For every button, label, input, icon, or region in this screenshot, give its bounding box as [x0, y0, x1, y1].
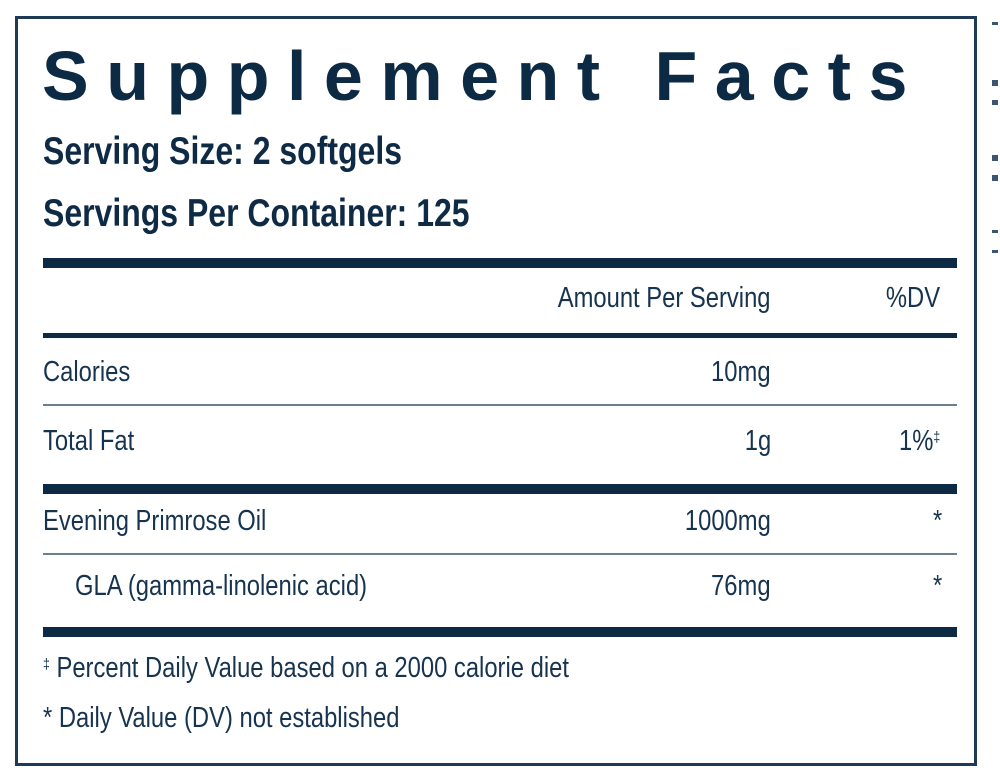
row-name-gla: GLA (gamma-linolenic acid) [75, 570, 368, 602]
footnote-daily-value: ‡ Percent Daily Value based on a 2000 ca… [43, 652, 569, 684]
servings-per-container: Servings Per Container: 125 [43, 192, 470, 235]
thin-divider [43, 404, 957, 406]
row-dv-evening-primrose-oil: * [932, 505, 942, 537]
thick-divider [43, 258, 957, 268]
panel-title: Supplement Facts [42, 37, 925, 115]
row-amount-evening-primrose-oil: 1000mg [685, 505, 771, 537]
edge-mark [992, 230, 998, 233]
header-dv: %DV [885, 282, 940, 314]
row-name-total-fat: Total Fat [43, 425, 135, 457]
row-dv-total-fat: 1%‡ [898, 425, 940, 457]
edge-mark [992, 175, 998, 181]
row-name-calories: Calories [43, 356, 131, 388]
row-amount-calories: 10mg [711, 356, 771, 388]
row-amount-total-fat: 1g [744, 425, 771, 457]
edge-mark [992, 155, 998, 161]
serving-size: Serving Size: 2 softgels [43, 130, 403, 173]
thick-divider [43, 484, 957, 494]
row-dv-gla: * [932, 570, 942, 602]
edge-mark [992, 100, 998, 105]
edge-mark [992, 22, 998, 25]
medium-divider [43, 333, 957, 338]
row-name-evening-primrose-oil: Evening Primrose Oil [43, 505, 267, 537]
footnote-not-established: * Daily Value (DV) not established [43, 702, 400, 734]
edge-mark [992, 250, 998, 253]
thin-divider [43, 553, 957, 555]
header-amount: Amount Per Serving [558, 282, 771, 314]
row-amount-gla: 76mg [711, 570, 771, 602]
thick-divider [43, 627, 957, 637]
supplement-facts-panel [15, 16, 977, 766]
edge-mark [992, 80, 998, 86]
